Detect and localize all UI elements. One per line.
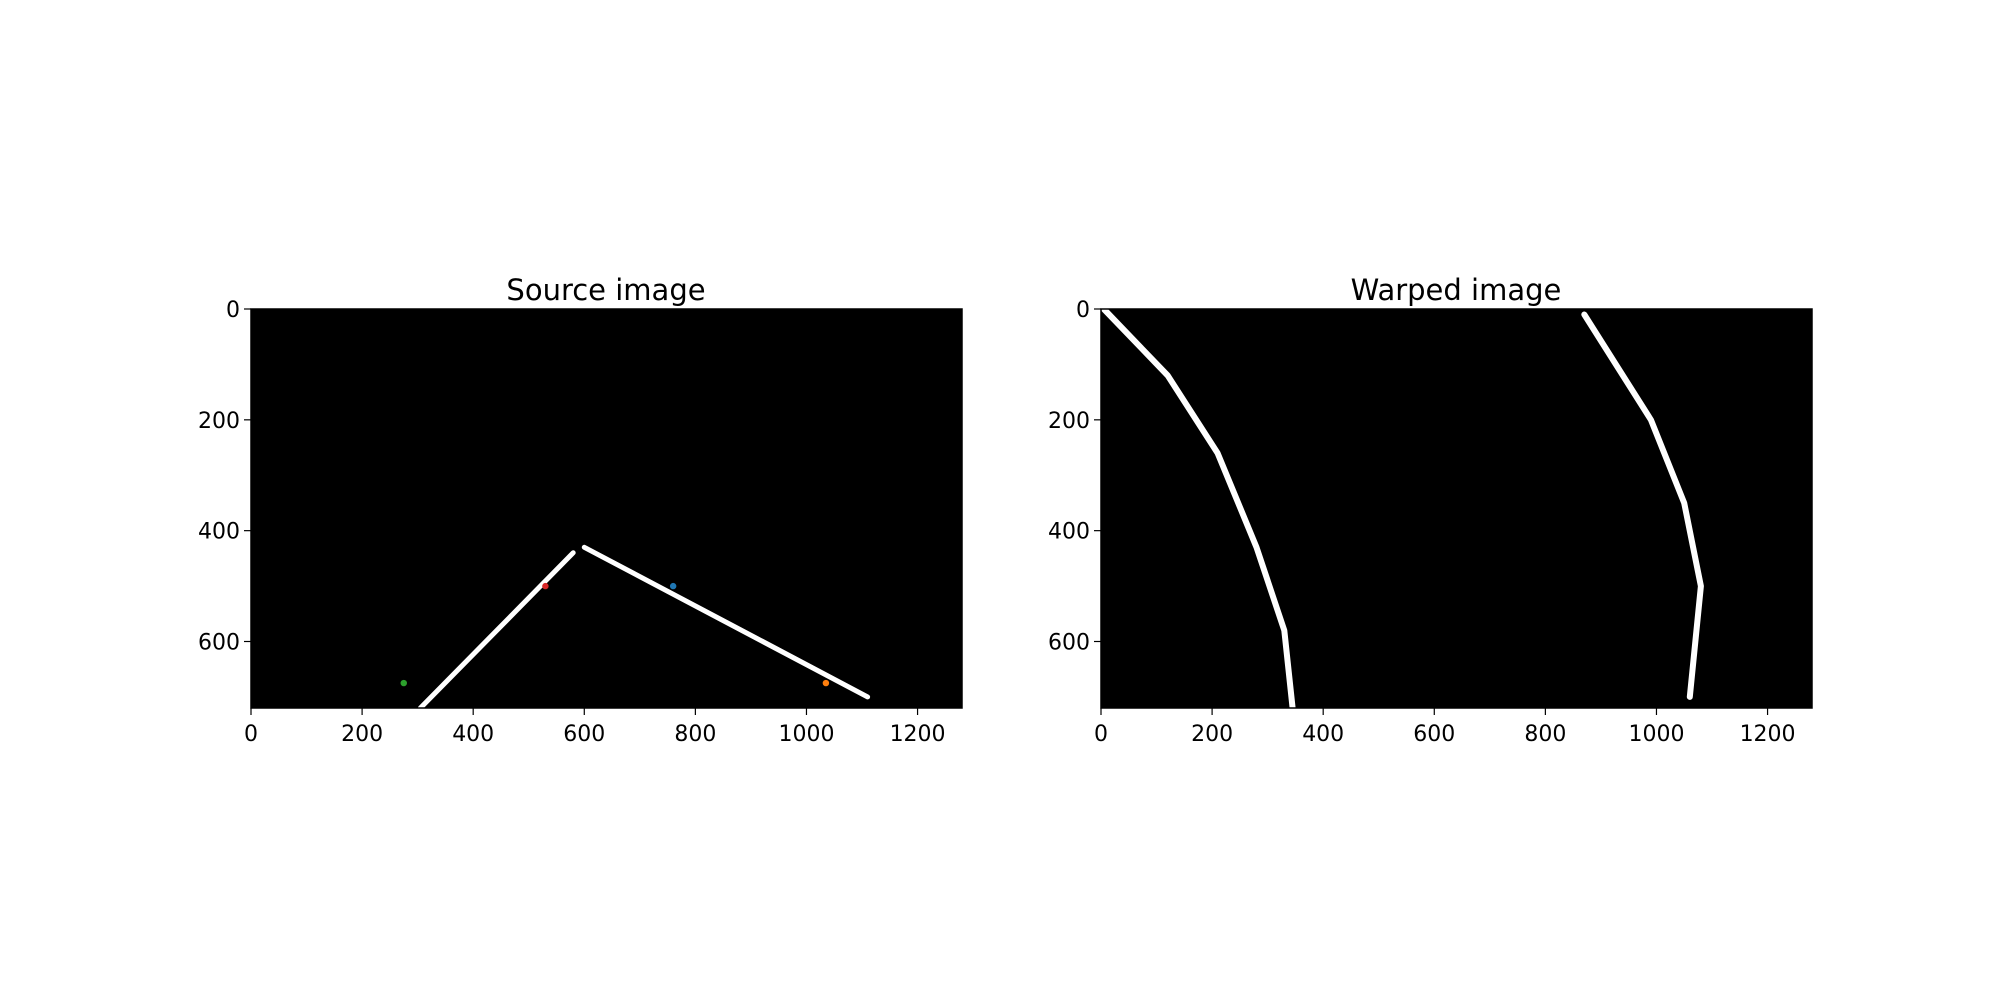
warped-x-tick-label: 0 bbox=[1094, 722, 1108, 747]
warped-y-tick-label: 200 bbox=[1048, 409, 1090, 434]
warped-y-tick-label: 0 bbox=[1076, 298, 1090, 323]
warped-x-tick-label: 200 bbox=[1191, 722, 1233, 747]
warped-image-canvas bbox=[1101, 309, 1812, 708]
source-lane-line-right bbox=[581, 544, 871, 700]
source-y-tick-label: 0 bbox=[226, 298, 240, 323]
source-x-tick-label: 1200 bbox=[890, 722, 946, 747]
source-image-points bbox=[400, 582, 830, 687]
warped-image-panel: Warped image 0 200 400 600 800 1000 1200 0 200 40… bbox=[1048, 273, 1813, 747]
warped-axes-frame bbox=[1100, 308, 1813, 709]
warped-image-content bbox=[1100, 306, 1704, 711]
source-point-3 bbox=[822, 679, 830, 687]
source-image-axes: 0 200 400 600 800 1000 1200 0 200 400 600 bbox=[198, 298, 963, 747]
source-image-panel: Source image 0 200 400 600 800 1000 1200 0 200 40… bbox=[198, 273, 963, 747]
source-axes-frame bbox=[250, 308, 963, 709]
warped-x-tick-label: 800 bbox=[1524, 722, 1566, 747]
source-x-tick-label: 400 bbox=[452, 722, 494, 747]
warped-lane-line-left bbox=[1100, 306, 1296, 711]
warped-x-tick-label: 600 bbox=[1413, 722, 1455, 747]
source-x-tick-label: 200 bbox=[341, 722, 383, 747]
source-lane-line-left bbox=[417, 550, 576, 711]
warped-x-tick-label: 1200 bbox=[1740, 722, 1796, 747]
warped-y-tick-label: 400 bbox=[1048, 520, 1090, 545]
source-image-content bbox=[417, 544, 871, 711]
source-x-tick-label: 1000 bbox=[778, 722, 834, 747]
source-y-tick-label: 200 bbox=[198, 409, 240, 434]
source-x-tick-label: 600 bbox=[563, 722, 605, 747]
source-x-tick-label: 800 bbox=[674, 722, 716, 747]
source-x-tick-label: 0 bbox=[244, 722, 258, 747]
warped-y-tick-label: 600 bbox=[1048, 631, 1090, 656]
source-image-title: Source image bbox=[506, 273, 705, 307]
source-point-1 bbox=[542, 582, 549, 590]
warped-lane-line-right bbox=[1581, 311, 1704, 700]
warped-image-title: Warped image bbox=[1351, 273, 1562, 307]
source-y-tick-label: 600 bbox=[198, 631, 240, 656]
source-y-tick-label: 400 bbox=[198, 520, 240, 545]
warped-x-tick-label: 1000 bbox=[1628, 722, 1684, 747]
source-point-2 bbox=[669, 582, 677, 590]
source-point-4 bbox=[400, 679, 407, 687]
warped-image-axes: 0 200 400 600 800 1000 1200 0 200 400 600 bbox=[1048, 298, 1813, 747]
warped-x-tick-label: 400 bbox=[1302, 722, 1344, 747]
source-image-canvas bbox=[251, 309, 962, 708]
